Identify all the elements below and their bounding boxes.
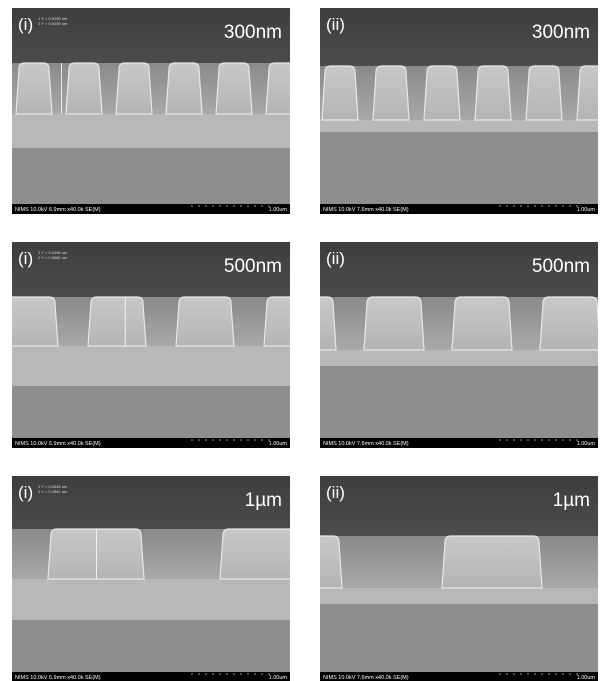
pillar: [441, 535, 543, 589]
pillar: [15, 62, 53, 115]
scale-text: 1.00um: [269, 441, 288, 447]
footer-text: NIMS 10.0kV 6.9mm x40.0k SE(M): [15, 675, 101, 681]
scale-text: 1.00um: [577, 675, 596, 681]
scale-text: 1.00um: [269, 675, 288, 681]
substrate: [12, 346, 290, 386]
measurement: 2 Y = 0.5080 um: [38, 255, 68, 260]
info-bar: [320, 204, 598, 214]
pillar: [321, 65, 359, 121]
pillar: [372, 65, 410, 121]
footer-text: NIMS 10.0kV 7.6mm x40.0k SE(M): [323, 675, 409, 681]
pillar: [320, 296, 337, 351]
info-bar: [12, 204, 290, 214]
info-bar: [320, 672, 598, 681]
sem-image: NIMS 10.0kV 6.9mm x40.0k SE(M) 1.00um (i) 5…: [12, 242, 290, 448]
pillar: [165, 62, 203, 115]
sem-image: NIMS 10.0kV 6.9mm x40.0k SE(M) 1.00um (i) 1…: [12, 476, 290, 681]
measurement: 2 Y = 0.5159 um: [38, 21, 68, 26]
panel-label: (ii): [326, 249, 345, 268]
sem-image: NIMS 10.0kV 6.9mm x40.0k SE(M) 1.00um (i) 3…: [12, 8, 290, 214]
pillar: [423, 65, 461, 121]
panel-label: (i): [18, 15, 33, 34]
footer-text: NIMS 10.0kV 6.9mm x40.0k SE(M): [15, 207, 101, 213]
info-bar: [12, 438, 290, 448]
pillar: [175, 296, 235, 347]
feature-size: 1µm: [553, 490, 590, 511]
pillar: [12, 296, 59, 347]
measurement: 1 Y = 0.0496 um: [38, 250, 68, 255]
pillar: [539, 296, 598, 351]
pillar: [265, 62, 290, 115]
substrate-lower: [12, 148, 290, 204]
substrate: [320, 588, 598, 604]
sem-image: NIMS 10.0kV 7.6mm x40.0k SE(M) 1.00um (ii)…: [320, 476, 598, 681]
footer-text: NIMS 10.0kV 6.9mm x40.0k SE(M): [15, 441, 101, 447]
pillar: [525, 65, 563, 121]
measurement: 1 Y = 0.0546 um: [38, 484, 68, 489]
feature-size: 1µm: [245, 490, 282, 511]
substrate: [320, 120, 598, 132]
scale-text: 1.00um: [269, 207, 288, 213]
pillar: [65, 62, 103, 115]
info-bar: [12, 672, 290, 681]
substrate-lower: [320, 604, 598, 672]
pillar: [576, 65, 598, 121]
substrate-lower: [12, 620, 290, 672]
pillar: [215, 62, 253, 115]
sem-image: NIMS 10.0kV 7.6mm x40.0k SE(M) 1.00um (ii)…: [320, 242, 598, 448]
panel-label: (i): [18, 249, 33, 268]
substrate-lower: [320, 132, 598, 204]
footer-text: NIMS 10.0kV 7.6mm x40.0k SE(M): [323, 441, 409, 447]
sem-image: NIMS 10.0kV 7.6mm x40.0k SE(M) 1.00um (ii)…: [320, 8, 598, 214]
substrate: [12, 114, 290, 148]
panel-label: (i): [18, 483, 33, 502]
scale-text: 1.00um: [577, 441, 596, 447]
substrate-lower: [12, 386, 290, 438]
panel-label: (ii): [326, 15, 345, 34]
pillar: [263, 296, 290, 347]
pillar: [115, 62, 153, 115]
substrate: [12, 579, 290, 620]
substrate: [320, 350, 598, 366]
feature-size: 300nm: [532, 22, 590, 43]
feature-size: 300nm: [224, 22, 282, 43]
scale-text: 1.00um: [577, 207, 596, 213]
pillar: [474, 65, 512, 121]
pillar: [320, 535, 343, 589]
panel-label: (ii): [326, 483, 345, 502]
pillar: [451, 296, 513, 351]
footer-text: NIMS 10.0kV 7.6mm x40.0k SE(M): [323, 207, 409, 213]
pillar: [87, 296, 147, 347]
pillar: [219, 528, 290, 580]
substrate-lower: [320, 366, 598, 438]
measurement: 1 Y = 0.0299 um: [38, 16, 68, 21]
info-bar: [320, 438, 598, 448]
feature-size: 500nm: [532, 256, 590, 277]
feature-size: 500nm: [224, 256, 282, 277]
trench: [12, 297, 290, 346]
pillar: [363, 296, 425, 351]
measurement: 2 Y = 0.4961 um: [38, 489, 68, 494]
